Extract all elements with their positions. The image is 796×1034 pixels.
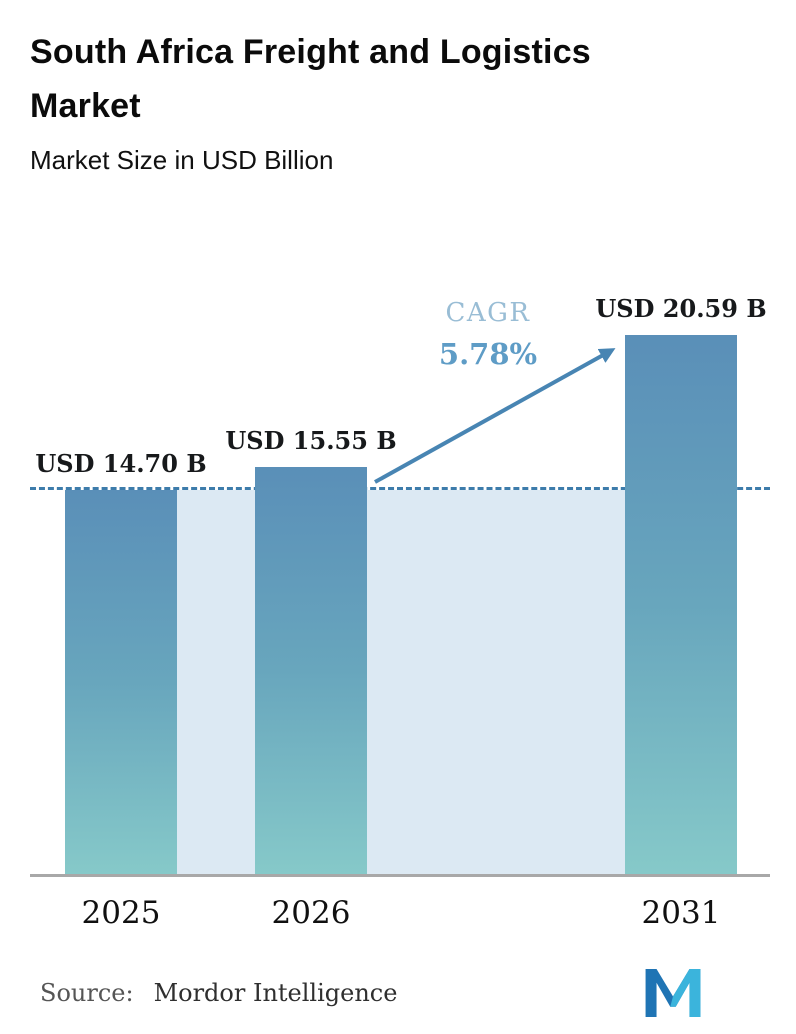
value-label-2026: USD 15.55 B (225, 426, 397, 456)
bar-2025 (65, 489, 177, 875)
source-value: Mordor Intelligence (153, 979, 398, 1008)
chart-header: South Africa Freight and Logistics Marke… (0, 0, 796, 176)
x-label-2026: 2026 (271, 895, 351, 932)
bar-2026 (255, 467, 367, 875)
source-label: Source: (40, 979, 134, 1008)
baseline-dashed-line (30, 486, 770, 490)
cagr-annotation: CAGR 5.78% (403, 298, 573, 371)
x-label-2031: 2031 (641, 895, 721, 932)
bar-2031 (625, 335, 737, 875)
chart-title: South Africa Freight and Logistics Marke… (30, 33, 591, 125)
x-label-2025: 2025 (81, 895, 161, 932)
source-attribution: Source: Mordor Intelligence (40, 979, 397, 1007)
value-label-2025: USD 14.70 B (35, 448, 207, 478)
footer: Source: Mordor Intelligence (0, 969, 796, 1018)
bar-chart-plot-area: USD 14.70 B USD 15.55 B USD 20.59 B CAGR… (30, 276, 770, 878)
mordor-intelligence-logo (645, 969, 701, 1018)
x-axis: 2025 2026 2031 (30, 889, 770, 941)
cagr-value: 5.78% (438, 337, 538, 372)
chart-subtitle: Market Size in USD Billion (30, 145, 334, 176)
cagr-label: CAGR (445, 298, 531, 329)
value-label-2031: USD 20.59 B (595, 294, 767, 324)
